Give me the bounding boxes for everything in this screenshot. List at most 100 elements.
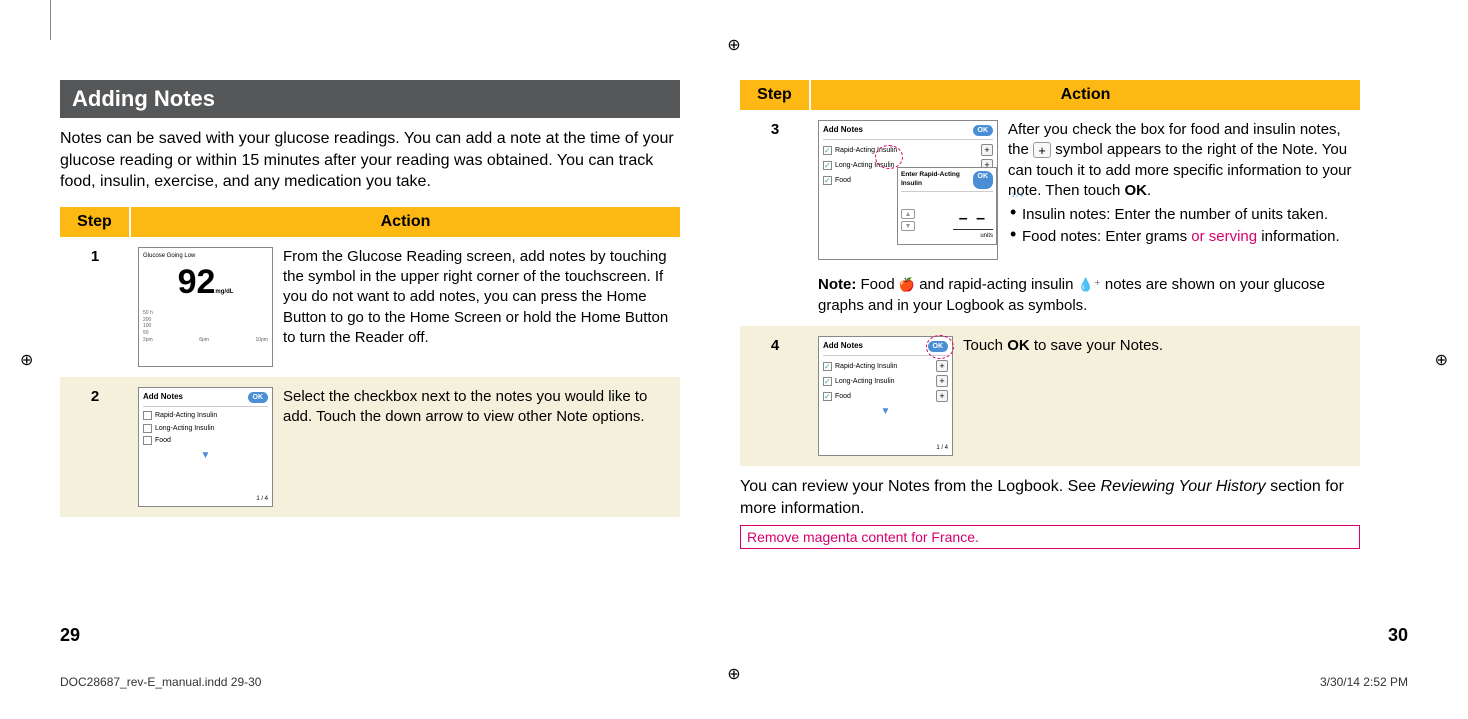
registration-mark-top: ⊕ [727, 35, 740, 55]
step3-bullet2: Food notes: Enter grams or serving infor… [1008, 227, 1352, 247]
page-indicator: 1 / 4 [936, 444, 948, 452]
page-indicator: 1 / 4 [1011, 192, 1023, 200]
page-indicator: 1 / 4 [256, 495, 268, 503]
checkbox[interactable] [143, 424, 152, 433]
review-italic: Reviewing Your History [1101, 478, 1266, 495]
checkbox-checked[interactable] [823, 176, 832, 185]
ok-bold: OK [1007, 337, 1030, 354]
th-step: Step [60, 207, 130, 237]
screen-glucose-unit: mg/dL [215, 289, 233, 295]
checkbox-checked[interactable] [823, 377, 832, 386]
step3-action-text: After you check the box for food and ins… [1008, 120, 1352, 250]
insulin-icon: 💧⁺ [1078, 276, 1101, 294]
text: Food notes: Enter grams [1022, 228, 1191, 245]
plus-icon[interactable]: + [936, 375, 948, 387]
overlay-title: Enter Rapid-Acting Insulin [901, 171, 973, 189]
step4-screen-mock: Add Notes OK Rapid-Acting Insulin+ Long-… [818, 336, 953, 456]
text: You can review your Notes from the Logbo… [740, 478, 1101, 495]
highlight-circle [875, 145, 903, 169]
chart-y: 200 [143, 317, 268, 324]
text: Food [861, 276, 899, 293]
chart-x: 2pm [143, 337, 153, 344]
ok-bold: OK [1124, 182, 1147, 199]
units-value: – – [953, 208, 993, 231]
food-icon: 🍎 [899, 276, 915, 294]
ok-button[interactable]: OK [973, 125, 994, 136]
screen-glucose-title: Glucose Going Low [143, 252, 268, 260]
enter-insulin-overlay: Enter Rapid-Acting Insulin OK ▲ ▼ [897, 167, 997, 245]
down-arrow-icon[interactable]: ▼ [823, 405, 948, 419]
ok-button[interactable]: OK [248, 392, 269, 403]
left-step-table: Step Action 1 Glucose Going Low 92mg/dL … [60, 207, 680, 517]
magenta-instruction-box: Remove magenta content for France. [740, 525, 1360, 549]
registration-mark-left: ⊕ [20, 350, 33, 370]
units-label: units [953, 232, 993, 240]
note-item-label: Food [155, 436, 171, 445]
down-arrow-icon[interactable]: ▼ [143, 449, 268, 463]
registration-mark-right: ⊕ [1435, 350, 1448, 370]
step3-bullet1: Insulin notes: Enter the number of units… [1008, 205, 1352, 225]
right-page: Step Action 3 Add Notes OK Rapid-Acting … [740, 80, 1360, 549]
step4-action-text: Touch OK to save your Notes. [963, 336, 1352, 356]
note-item-label: Rapid-Acting Insulin [835, 362, 897, 371]
step3-note: Note: Food 🍎 and rapid-acting insulin 💧⁺… [818, 274, 1352, 316]
section-header: Adding Notes [60, 80, 680, 118]
step3-screen-mock: Add Notes OK Rapid-Acting Insulin+ Long-… [818, 120, 998, 260]
th-action: Action [130, 207, 680, 237]
text: and rapid-acting insulin [919, 276, 1077, 293]
highlight-circle [926, 335, 954, 359]
plus-icon[interactable]: + [981, 144, 993, 156]
step1-action-text: From the Glucose Reading screen, add not… [283, 247, 672, 348]
step3-number: 3 [740, 110, 810, 326]
add-notes-title: Add Notes [823, 341, 863, 352]
th-step: Step [740, 80, 810, 110]
chart-y: 50 h [143, 310, 268, 317]
checkbox-checked[interactable] [823, 362, 832, 371]
step1-screen-mock: Glucose Going Low 92mg/dL 50 h 200 100 5… [138, 247, 273, 367]
step2-number: 2 [60, 377, 130, 517]
note-label: Note: [818, 276, 856, 293]
th-action: Action [810, 80, 1360, 110]
page-number-right: 30 [1388, 625, 1408, 646]
checkbox-checked[interactable] [823, 161, 832, 170]
step1-number: 1 [60, 237, 130, 377]
plus-icon[interactable]: + [936, 360, 948, 372]
text: Touch [963, 337, 1007, 354]
step2-screen-mock: Add Notes OK Rapid-Acting Insulin Long-A… [138, 387, 273, 507]
intro-text: Notes can be saved with your glucose rea… [60, 128, 680, 193]
footer-date: 3/30/14 2:52 PM [1320, 675, 1408, 689]
step4-number: 4 [740, 326, 810, 466]
plus-inline-icon: + [1033, 142, 1051, 158]
down-arrow-icon[interactable]: ▼ [901, 221, 915, 231]
chart-x: 10pm [255, 337, 268, 344]
trim-mark [50, 0, 51, 40]
footer: DOC28687_rev-E_manual.indd 29-30 3/30/14… [60, 675, 1408, 689]
page-number-left: 29 [60, 625, 80, 646]
plus-icon[interactable]: + [936, 390, 948, 402]
up-arrow-icon[interactable]: ▲ [901, 209, 915, 219]
ok-button[interactable]: OK [973, 171, 994, 189]
checkbox[interactable] [143, 436, 152, 445]
chart-x: 6pm [199, 337, 209, 344]
checkbox[interactable] [143, 411, 152, 420]
magenta-text: or serving [1191, 228, 1257, 245]
add-notes-title: Add Notes [143, 392, 183, 403]
chart-y: 50 [143, 330, 268, 337]
note-item-label: Long-Acting Insulin [835, 377, 895, 386]
review-text: You can review your Notes from the Logbo… [740, 476, 1360, 519]
footer-doc: DOC28687_rev-E_manual.indd 29-30 [60, 675, 261, 689]
screen-glucose-value: 92 [178, 263, 216, 301]
text: symbol appears to the right of the Note.… [1008, 141, 1352, 199]
step2-action-text: Select the checkbox next to the notes yo… [283, 387, 672, 428]
note-item-label: Long-Acting Insulin [155, 424, 215, 433]
checkbox-checked[interactable] [823, 146, 832, 155]
text: information. [1257, 228, 1340, 245]
left-page: Adding Notes Notes can be saved with you… [60, 80, 680, 549]
note-item-label: Food [835, 176, 851, 185]
note-item-label: Food [835, 392, 851, 401]
add-notes-title: Add Notes [823, 125, 863, 136]
note-item-label: Rapid-Acting Insulin [155, 411, 217, 420]
text: to save your Notes. [1034, 337, 1163, 354]
right-step-table: Step Action 3 Add Notes OK Rapid-Acting … [740, 80, 1360, 466]
checkbox-checked[interactable] [823, 392, 832, 401]
